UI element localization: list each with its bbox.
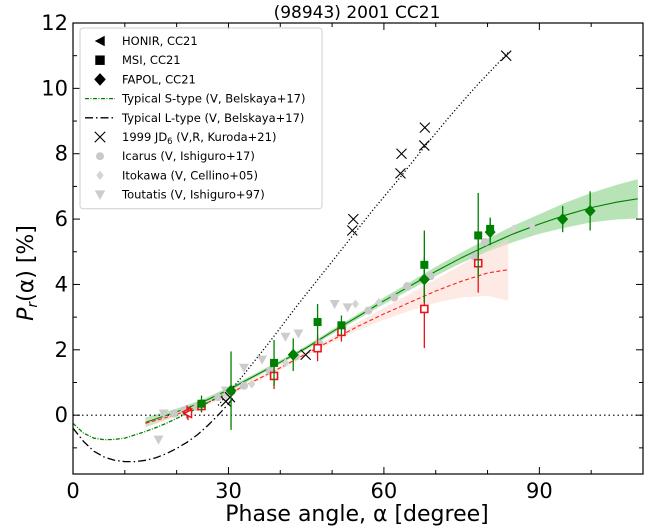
jd6-point-8 [419,122,431,133]
honir-legend-label: HONIR, CC21 [122,34,198,48]
axis-ticks: 0 30 60 90 0 2 4 6 8 10 12 [41,11,644,503]
toutatis-point-6 [293,329,304,339]
toutatis-legend-marker [94,190,106,200]
x-axis-label: Phase angle, α [degree] [225,502,488,527]
icarus-legend-label: Icarus (V, Ishiguro+17) [122,149,255,163]
x-tick-label-1: 30 [215,479,242,503]
icarus-point-14 [480,237,489,246]
legend-entry-fapol: FAPOL, CC21 [94,72,196,86]
msi-legend-label: MSI, CC21 [122,53,181,67]
y-axis-label: Pr(α) [%] [14,225,41,321]
itokawa-point-6 [528,221,536,231]
legend: HONIR, CC21 MSI, CC21 FAPOL, CC21 Typical S… [79,27,323,210]
legend-box [79,27,323,210]
toutatis-point-4 [257,355,268,365]
jd6-point-5 [395,167,406,179]
msi-green-point-2 [313,318,322,327]
fapol-legend-marker [94,73,106,86]
icarus-point-10 [390,293,399,302]
itokawa-legend-label: Itokawa (V, Cellino+05) [122,168,258,182]
msi-legend-marker [95,55,105,65]
fapol-point-1 [287,348,299,361]
fapol-point-4 [557,213,569,226]
y-tick-label-4: 8 [55,142,68,166]
legend-entry-msi: MSI, CC21 [95,53,181,67]
y-tick-label-2: 4 [55,272,68,296]
fit_green-band [145,179,638,428]
legend-entry-jd6: 1999 JD6 (V,R, Kuroda+21) [94,130,276,147]
msi-green-point-3 [337,321,346,330]
y-tick-label-0: 0 [55,403,68,427]
icarus-point-13 [470,252,479,261]
toutatis-point-0 [153,435,164,445]
data-points [153,50,596,445]
x-tick-label-3: 90 [526,479,553,503]
icarus-point-3 [214,393,223,402]
jd6-point-6 [396,148,407,160]
toutatis-point-7 [329,300,340,310]
jd6-point-3 [346,225,358,236]
itokawa-legend-marker [96,170,104,181]
plot-frame [72,22,644,475]
icarus-point-9 [364,306,373,315]
legend-entry-honir: HONIR, CC21 [94,34,198,48]
legend-entry-toutatis: Toutatis (V, Ishiguro+97) [94,188,265,202]
toutatis-legend-label: Toutatis (V, Ishiguro+97) [121,188,265,202]
fapol-point-5 [584,204,596,217]
legend-entry-icarus: Icarus (V, Ishiguro+17) [96,149,255,163]
msi-point-2 [313,343,322,353]
icarus-point-0 [170,409,179,418]
itokawa-point-3 [351,299,359,309]
legend-entry-typical_s: Typical S-type (V, Belskaya+17) [85,92,305,106]
jd6-point-2 [300,349,312,361]
msi-green-point-1 [270,358,279,367]
itokawa-point-4 [375,297,383,307]
icarus-point-4 [240,381,248,390]
jd6-legend-marker [94,131,106,143]
legend-entry-itokawa: Itokawa (V, Cellino+05) [96,168,258,182]
y-tick-label-6: 12 [41,11,68,35]
typical_l-legend-label: Typical L-type (V, Belskaya+17) [121,111,304,125]
msi-point-4 [420,304,429,314]
fapol-legend-label: FAPOL, CC21 [122,72,196,86]
legend-entry-typical_l: Typical L-type (V, Belskaya+17) [85,111,304,125]
fapol-point-0 [225,384,237,397]
jd6-point-4 [347,213,359,225]
x-tick-label-2: 60 [371,479,398,503]
msi-green-point-0 [197,399,206,408]
itokawa-point-5 [509,224,517,234]
msi-green-point-4 [420,260,429,269]
x-tick-label-0: 0 [66,479,79,503]
toutatis-point-8 [342,303,353,313]
honir-legend-marker [94,35,105,47]
toutatis-point-5 [280,332,291,342]
toutatis-point-3 [239,363,249,373]
y-tick-label-1: 2 [55,338,68,362]
jd6-legend-label: 1999 JD6 (V,R, Kuroda+21) [122,130,276,147]
fit-bands [145,179,638,428]
icarus-point-11 [403,282,412,291]
msi-green-point-6 [486,224,495,233]
fit_red-line [145,269,509,424]
toutatis-point-1 [158,409,169,419]
y-tick-label-3: 6 [55,207,68,231]
typical_s-legend-label: Typical S-type (V, Belskaya+17) [121,92,305,106]
itokawa-point-1 [248,379,256,389]
jd6-point-7 [418,140,430,151]
y-tick-label-5: 10 [41,76,68,100]
honir-point-1 [182,408,193,419]
jd6_trend-curve [217,51,509,406]
jd6-point-9 [500,50,512,62]
msi-green-point-5 [474,231,483,240]
icarus-legend-marker [96,152,104,161]
typical_l-curve [72,396,235,463]
itokawa-point-2 [281,358,289,368]
chart-title: (98943) 2001 CC21 [274,3,441,23]
